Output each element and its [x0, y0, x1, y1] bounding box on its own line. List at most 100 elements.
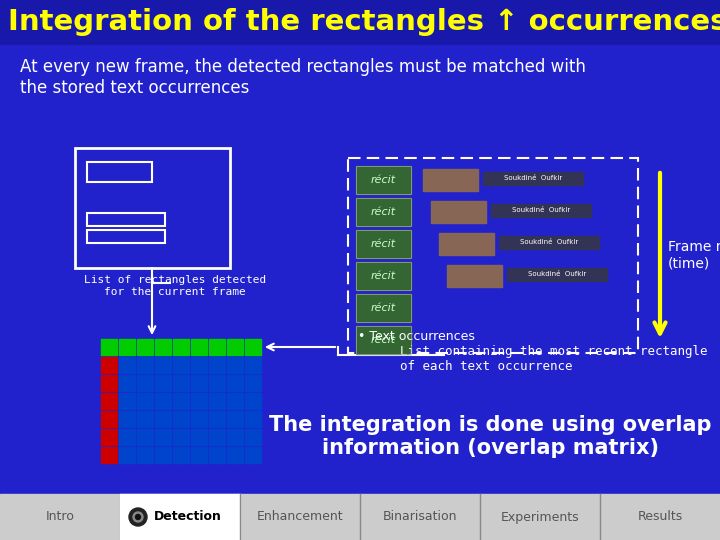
Bar [439, 233, 494, 255]
Bar [191, 429, 207, 445]
Bar [227, 357, 243, 373]
Circle shape [129, 508, 147, 526]
Bar [173, 375, 189, 391]
Text: Experiments: Experiments [500, 510, 580, 523]
Bar [191, 339, 207, 355]
Bar [356, 166, 411, 194]
Bar [245, 393, 261, 409]
Bar [431, 201, 486, 223]
Text: Integration of the rectangles ↑ occurrences: Integration of the rectangles ↑ occurren… [8, 8, 720, 36]
Text: Frame nr.
(time): Frame nr. (time) [668, 240, 720, 271]
Bar [356, 198, 411, 226]
Bar [356, 326, 411, 354]
Bar [137, 411, 153, 427]
Bar [173, 357, 189, 373]
Bar [447, 265, 502, 287]
Bar [191, 357, 207, 373]
Bar [423, 169, 478, 191]
Bar [227, 393, 243, 409]
Bar [101, 447, 117, 463]
Bar [507, 268, 607, 281]
Bar [119, 411, 135, 427]
Bar [348, 158, 638, 353]
Bar [245, 375, 261, 391]
Bar [101, 393, 117, 409]
Text: The integration is done using overlap
information (overlap matrix): The integration is done using overlap in… [269, 415, 711, 458]
Bar [0, 494, 720, 540]
Bar [356, 230, 411, 258]
Bar [119, 357, 135, 373]
Bar [191, 393, 207, 409]
Text: Soukdiné  Oufkir: Soukdiné Oufkir [504, 176, 562, 181]
Bar [155, 447, 171, 463]
Text: récit: récit [371, 335, 396, 345]
Bar [209, 429, 225, 445]
Text: récit: récit [371, 175, 396, 185]
Bar [209, 375, 225, 391]
Text: récit: récit [371, 239, 396, 249]
Text: Soukdiné  Oufkir: Soukdiné Oufkir [528, 272, 586, 278]
Bar [155, 429, 171, 445]
Bar [0, 0, 720, 44]
Bar [356, 326, 411, 354]
Bar [120, 494, 240, 540]
Bar [137, 375, 153, 391]
Bar [209, 411, 225, 427]
Bar [191, 375, 207, 391]
Bar [227, 429, 243, 445]
Text: Results: Results [637, 510, 683, 523]
Bar [491, 204, 591, 217]
Bar [173, 447, 189, 463]
Bar [209, 393, 225, 409]
Bar [119, 393, 135, 409]
Bar [173, 393, 189, 409]
Text: List containing the most recent rectangle
of each text occurrence: List containing the most recent rectangl… [400, 345, 708, 373]
Bar [356, 262, 411, 290]
Bar [356, 262, 411, 290]
Text: récit: récit [371, 271, 396, 281]
Bar [191, 411, 207, 427]
Bar [87, 230, 165, 243]
Bar [137, 339, 153, 355]
Text: • Text occurrences: • Text occurrences [358, 330, 475, 343]
Bar [0, 44, 720, 500]
Bar [119, 375, 135, 391]
Text: List of rectangles detected
for the current frame: List of rectangles detected for the curr… [84, 275, 266, 296]
Text: récit: récit [371, 303, 396, 313]
Text: récit: récit [371, 207, 396, 217]
Bar [137, 429, 153, 445]
Bar [155, 393, 171, 409]
Bar [155, 375, 171, 391]
Text: Soukdiné  Oufkir: Soukdiné Oufkir [520, 240, 578, 246]
Bar [356, 294, 411, 322]
Bar [173, 411, 189, 427]
Bar [119, 447, 135, 463]
Bar [356, 294, 411, 322]
Text: Intro: Intro [45, 510, 74, 523]
Circle shape [133, 512, 143, 522]
Bar [209, 339, 225, 355]
Bar [119, 429, 135, 445]
Bar [173, 429, 189, 445]
Bar [245, 357, 261, 373]
Bar [101, 357, 117, 373]
Bar [209, 447, 225, 463]
Bar [155, 339, 171, 355]
Text: Binarisation: Binarisation [383, 510, 457, 523]
Bar [245, 339, 261, 355]
Bar [75, 148, 230, 268]
Bar [137, 447, 153, 463]
Bar [356, 166, 411, 194]
Bar [483, 172, 583, 185]
Bar [245, 447, 261, 463]
Bar [87, 213, 165, 226]
Bar [227, 447, 243, 463]
Bar [227, 339, 243, 355]
Bar [499, 236, 599, 249]
Text: Enhancement: Enhancement [257, 510, 343, 523]
Bar [356, 198, 411, 226]
Bar [227, 411, 243, 427]
Text: At every new frame, the detected rectangles must be matched with
the stored text: At every new frame, the detected rectang… [20, 58, 586, 97]
Bar [155, 411, 171, 427]
Circle shape [135, 515, 140, 519]
